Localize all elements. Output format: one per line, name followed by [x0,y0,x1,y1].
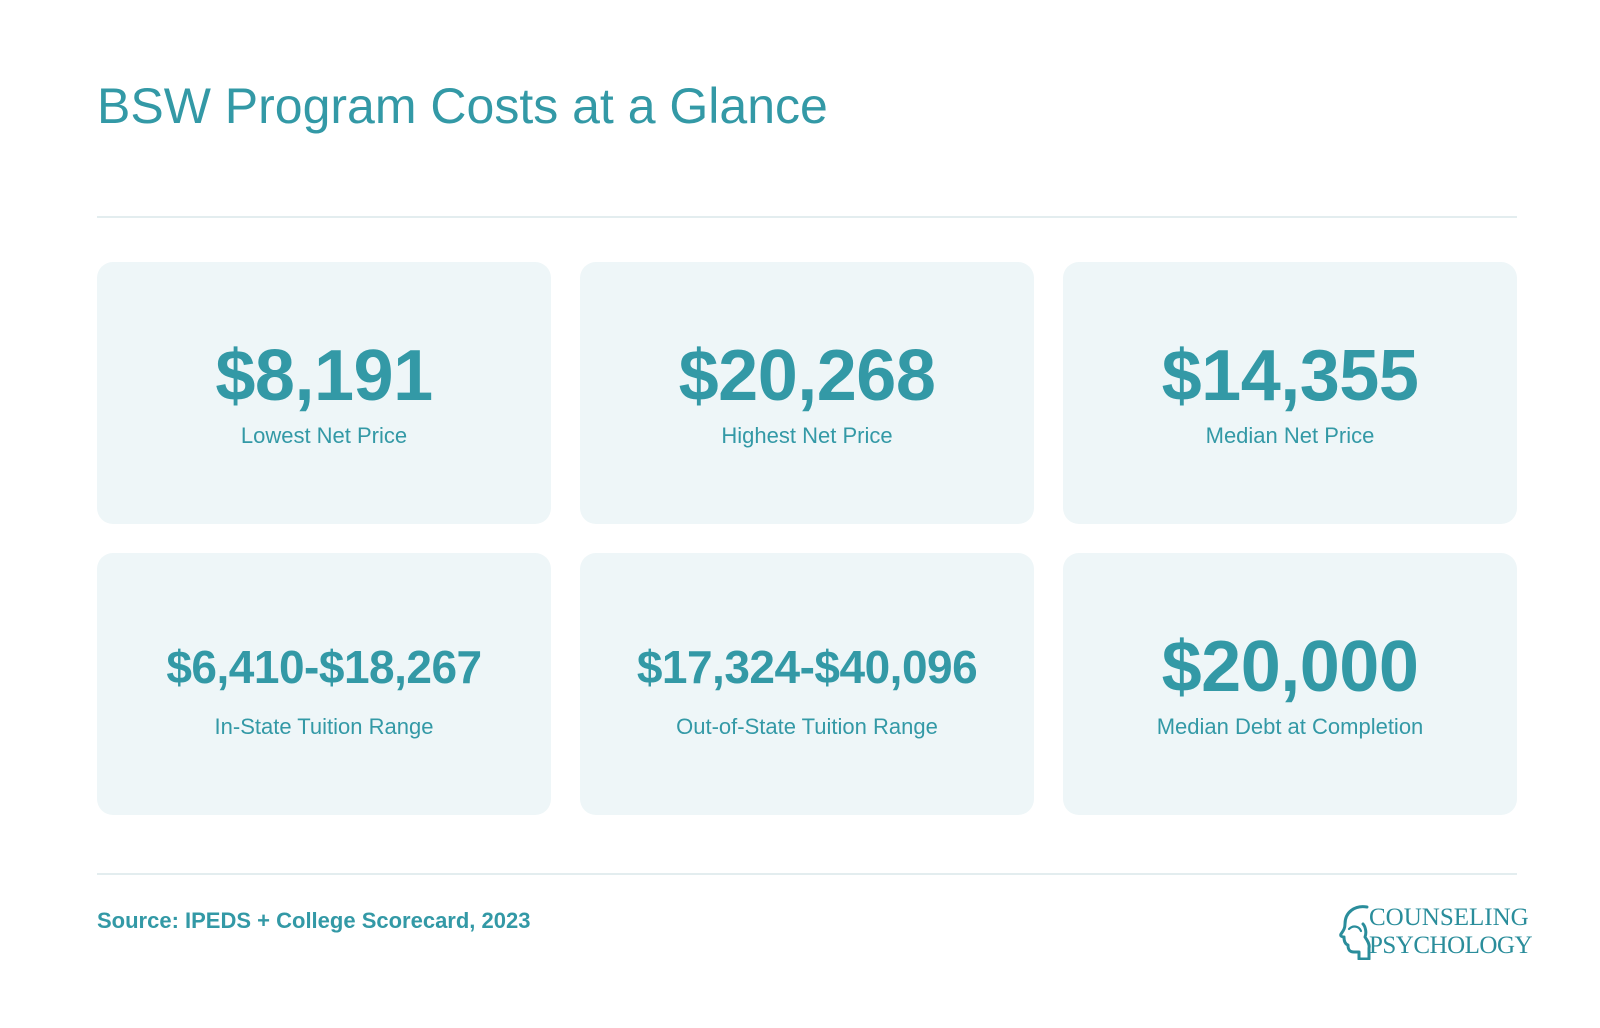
stat-label: Median Net Price [1205,423,1375,448]
logo-line-1: COUNSELING [1369,904,1529,931]
stat-label: Highest Net Price [721,423,893,448]
page-title: BSW Program Costs at a Glance [97,78,828,134]
stats-grid: $8,191 Lowest Net Price $20,268 Highest … [97,262,1517,815]
logo-wordmark: COUNSELING PSYCHOLOGY [1369,904,1533,960]
stat-card-median-debt: $20,000 Median Debt at Completion [1063,553,1517,815]
stat-card-highest-net-price: $20,268 Highest Net Price [580,262,1034,524]
stat-card-median-net-price: $14,355 Median Net Price [1063,262,1517,524]
stat-label: Lowest Net Price [240,423,408,448]
stat-value: $20,268 [678,336,936,416]
source-note: Source: IPEDS + College Scorecard, 2023 [97,908,531,933]
stat-label: Median Debt at Completion [1156,714,1424,739]
stat-card-in-state-tuition: $6,410-$18,267 In-State Tuition Range [97,553,551,815]
bottom-divider [97,873,1517,875]
stat-value: $6,410-$18,267 [166,641,482,693]
stat-label: Out-of-State Tuition Range [676,714,938,739]
stat-value: $20,000 [1161,627,1419,707]
stat-value: $17,324-$40,096 [636,641,978,693]
stat-card-out-of-state-tuition: $17,324-$40,096 Out-of-State Tuition Ran… [580,553,1034,815]
stat-card-lowest-net-price: $8,191 Lowest Net Price [97,262,551,524]
stat-label: In-State Tuition Range [214,714,434,739]
counseling-psychology-logo: COUNSELING PSYCHOLOGY [1337,904,1533,960]
stat-value: $14,355 [1161,336,1419,416]
head-profile-icon [1339,905,1371,960]
stat-value: $8,191 [215,336,433,416]
top-divider [97,216,1517,218]
logo-line-2: PSYCHOLOGY [1369,932,1533,959]
